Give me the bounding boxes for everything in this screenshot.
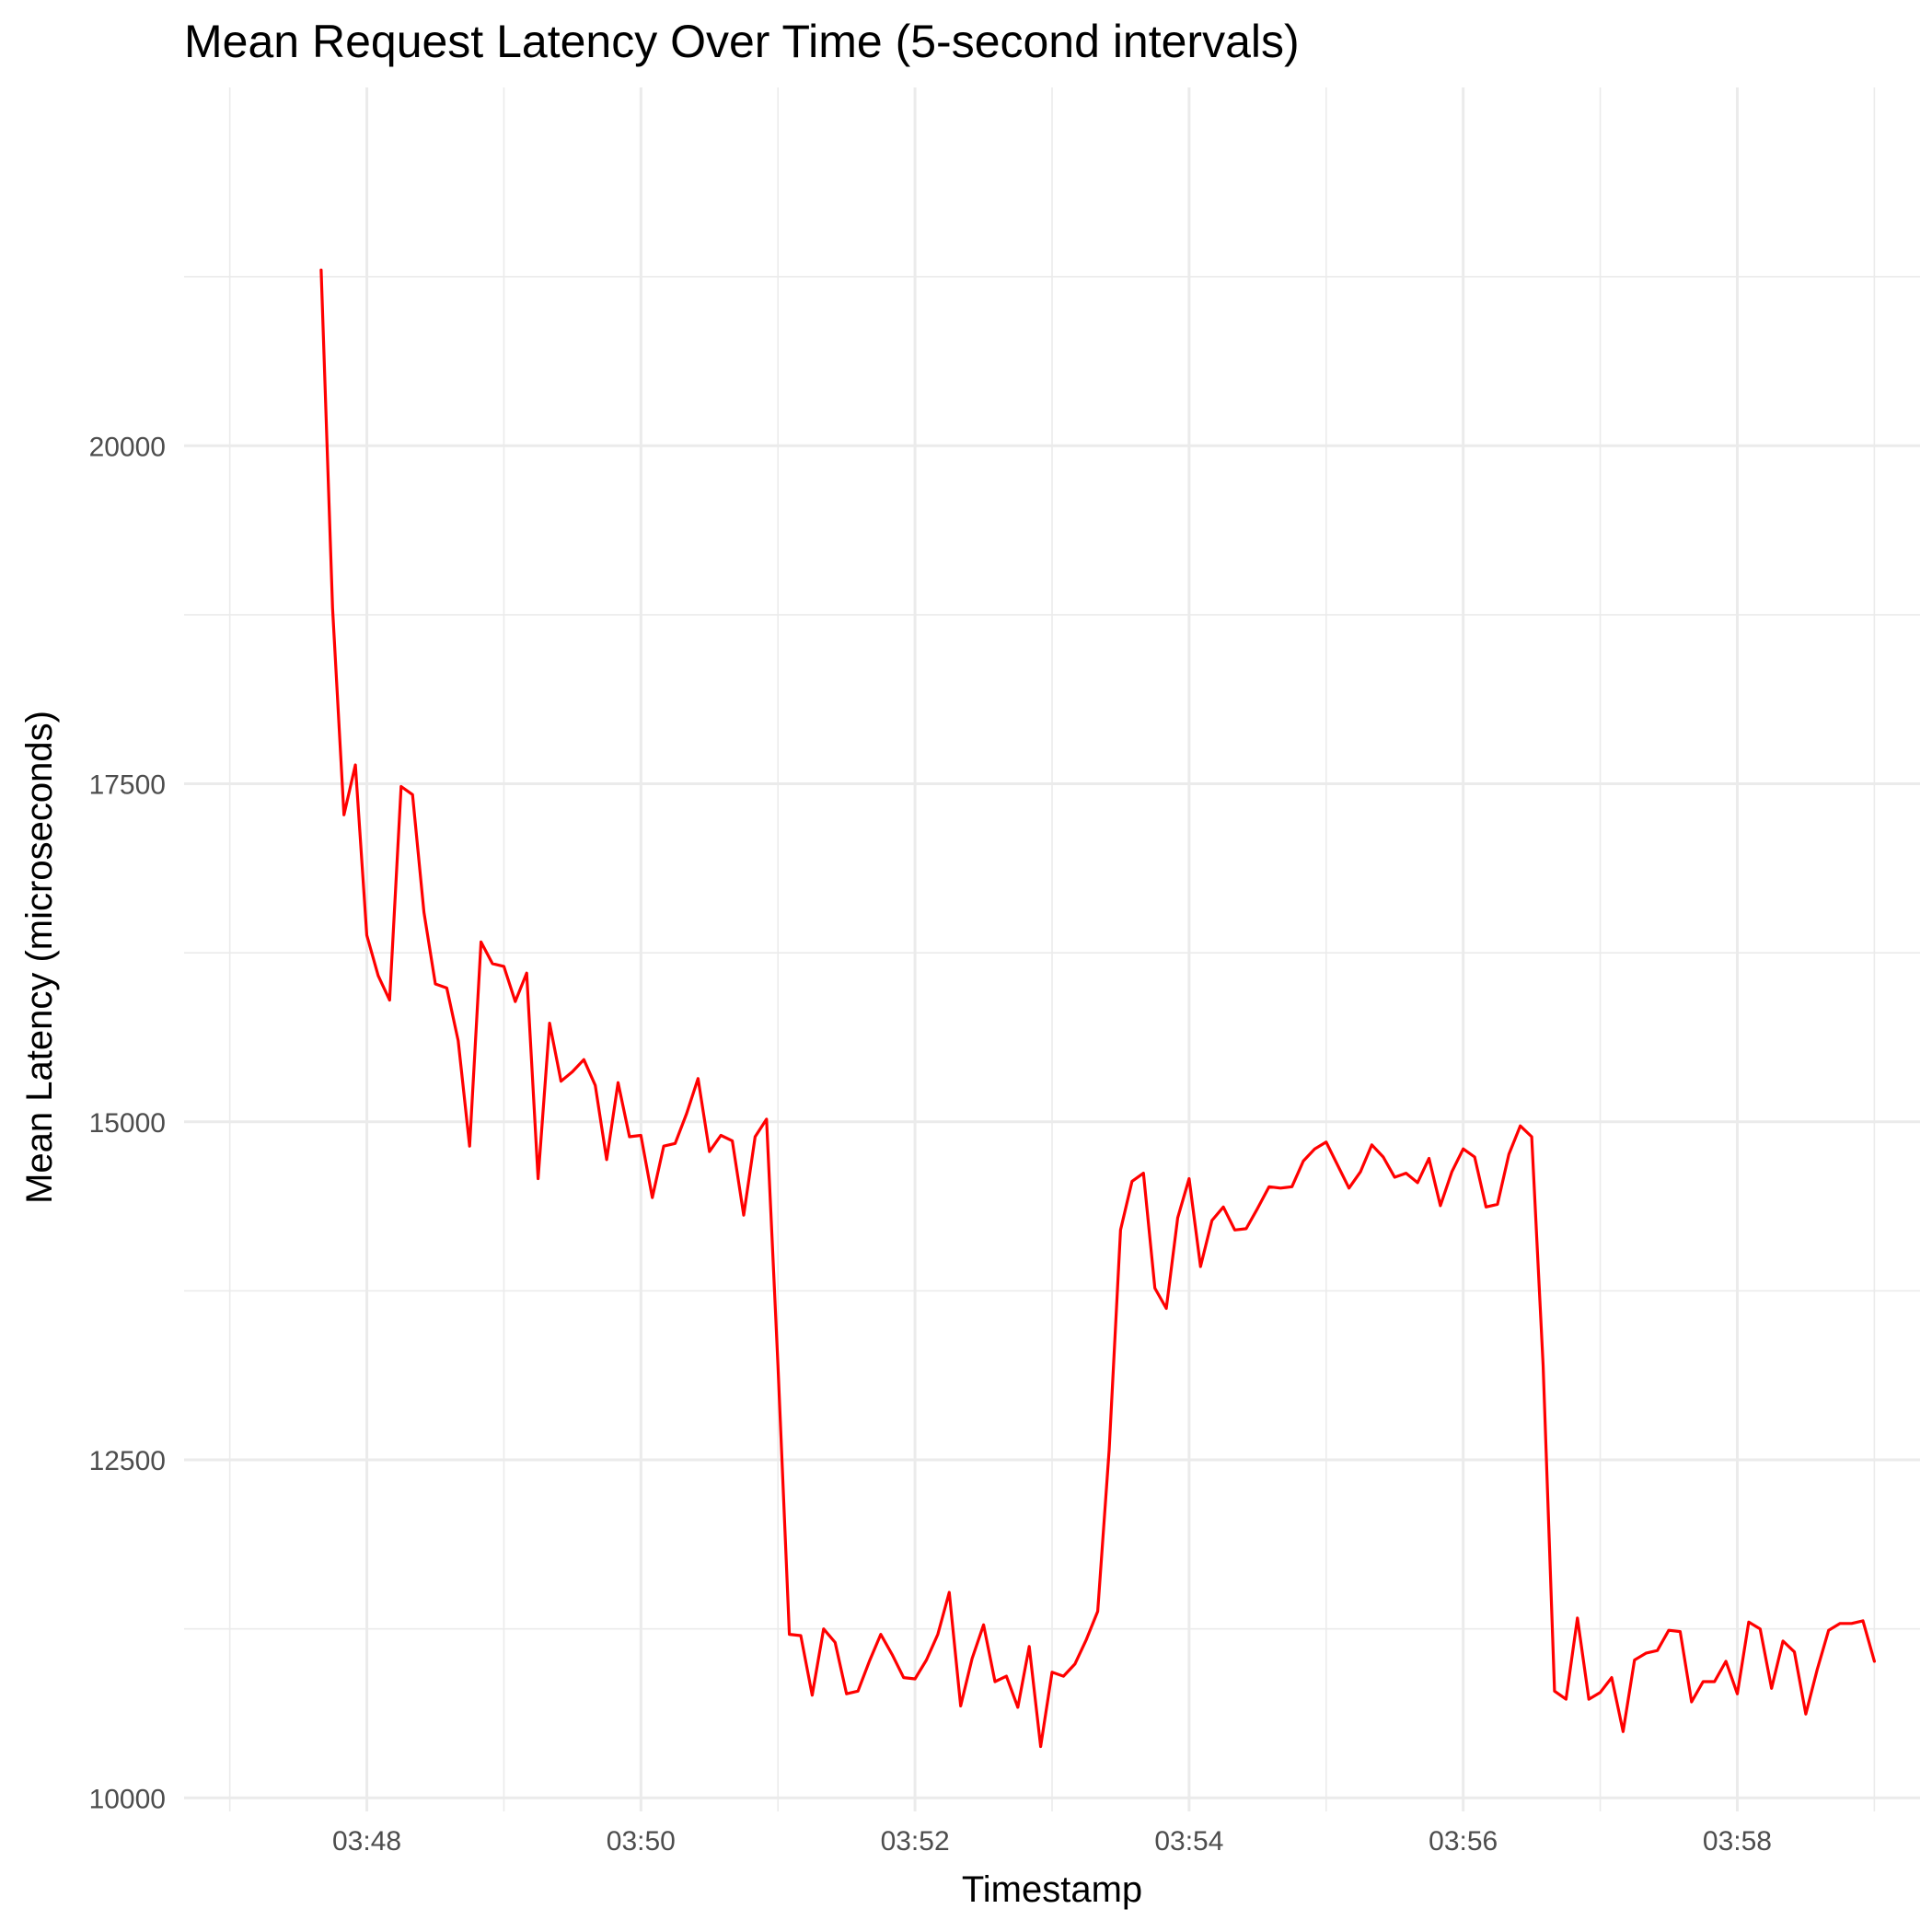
x-tick-label: 03:52: [881, 1826, 950, 1857]
y-tick-labels: 10000 12500 15000 17500 20000: [89, 432, 166, 1814]
x-tick-label: 03:54: [1154, 1826, 1223, 1857]
y-tick-label: 20000: [89, 432, 166, 462]
data-series: [319, 268, 1877, 1749]
x-tick-label: 03:48: [332, 1826, 401, 1857]
gridlines: [184, 87, 1920, 1811]
x-tick-labels: 03:48 03:50 03:52 03:54 03:56 03:58: [332, 1826, 1772, 1857]
latency-series-line: [319, 268, 1877, 1749]
x-axis-title: Timestamp: [962, 1869, 1142, 1910]
y-tick-label: 10000: [89, 1784, 166, 1814]
y-tick-label: 17500: [89, 770, 166, 801]
x-tick-label: 03:50: [607, 1826, 676, 1857]
chart-title: Mean Request Latency Over Time (5-second…: [184, 16, 1300, 67]
x-tick-label: 03:58: [1703, 1826, 1772, 1857]
x-tick-label: 03:56: [1429, 1826, 1498, 1857]
y-tick-label: 15000: [89, 1108, 166, 1139]
y-tick-label: 12500: [89, 1446, 166, 1476]
y-axis-title: Mean Latency (microseconds): [19, 711, 60, 1204]
